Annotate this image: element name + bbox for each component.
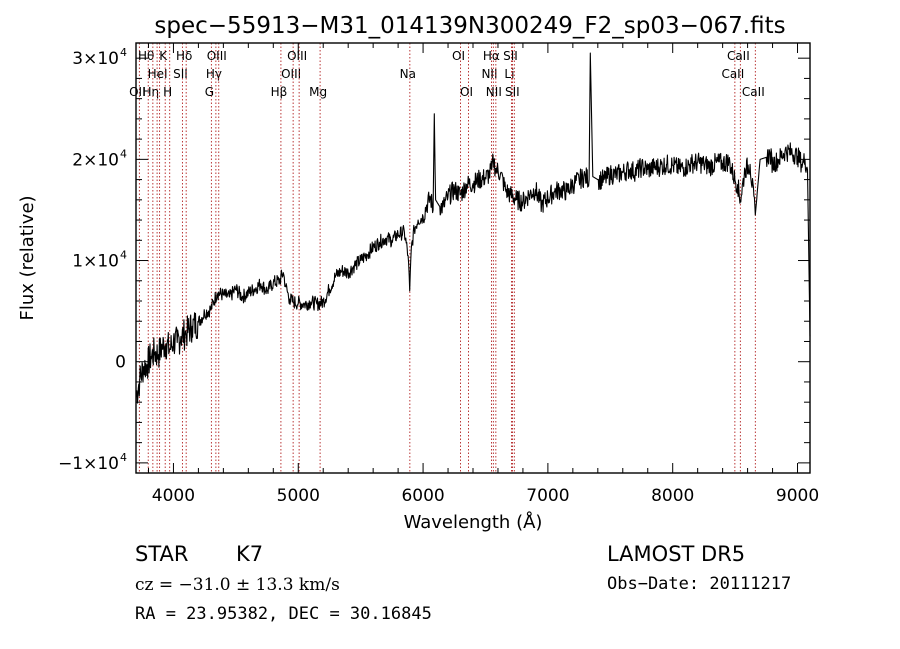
line-marker-label: CaII — [742, 85, 765, 99]
y-axis-label: Flux (relative) — [17, 195, 38, 320]
line-marker-label: OI — [452, 49, 465, 63]
line-marker-label: G — [205, 85, 214, 99]
y-tick-label-base: 3×10 — [72, 49, 119, 69]
y-tick-label: 1×10 — [72, 252, 119, 272]
line-marker-label: Hη — [143, 85, 160, 99]
line-marker-label: SII — [503, 49, 518, 63]
line-marker-label: OI — [460, 85, 473, 99]
plot-frame — [135, 42, 811, 474]
x-axis-label: Wavelength (Å) — [404, 511, 543, 533]
line-marker-label: K — [159, 49, 168, 63]
x-tick-label: 5000 — [277, 486, 320, 506]
spectral-line-markers: OIIHθHηHeIKHSIIHδGHγOIIIHβOIIIOIIIMgNaOI… — [129, 43, 765, 473]
y-tick-label-base: 0 — [115, 353, 126, 373]
y-tick-exponent: 4 — [120, 249, 127, 262]
line-marker-label: SII — [505, 85, 520, 99]
y-tick-label-base: 1×10 — [72, 252, 119, 272]
line-marker-label: Li — [504, 67, 514, 81]
line-marker-label: OII — [129, 85, 146, 99]
y-tick-label: 3×10 — [72, 49, 119, 69]
line-marker-label: Hδ — [176, 49, 192, 63]
line-marker-label: OIII — [287, 49, 307, 63]
line-marker-label: HeI — [148, 67, 168, 81]
redshift-velocity: cz = −31.0 ± 13.3 km/s — [135, 575, 340, 595]
line-marker-label: H — [163, 85, 172, 99]
y-tick-exponent: 4 — [120, 46, 127, 59]
observation-date: Obs−Date: 20111217 — [607, 574, 791, 594]
object-subclass: K7 — [236, 542, 263, 566]
coordinates: RA = 23.95382, DEC = 30.16845 — [135, 604, 432, 624]
y-tick-label: 0 — [115, 353, 126, 373]
x-tick-label: 4000 — [152, 486, 195, 506]
chart-title: spec−55913−M31_014139N300249_F2_sp03−067… — [154, 13, 785, 39]
line-marker-label: NII — [486, 85, 502, 99]
y-tick-exponent: 4 — [120, 147, 127, 160]
x-tick-label: 7000 — [526, 486, 569, 506]
line-marker-label: NII — [481, 67, 497, 81]
object-class: STAR — [135, 542, 188, 566]
line-marker-label: Hγ — [206, 67, 222, 81]
y-tick-label: −1×10 — [58, 454, 119, 474]
line-marker-label: Hα — [483, 49, 500, 63]
line-marker-label: Hβ — [271, 85, 288, 99]
x-axis-ticks: 4000 5000 6000 7000 8000 9000 — [147, 43, 819, 506]
spectrum-series-line — [135, 52, 811, 404]
survey-name: LAMOST DR5 — [607, 542, 745, 566]
y-tick-label: 2×10 — [72, 150, 119, 170]
line-marker-label: CaII — [727, 49, 750, 63]
line-marker-label: Na — [400, 67, 416, 81]
x-tick-label: 8000 — [651, 486, 694, 506]
y-tick-label-base: 2×10 — [72, 150, 119, 170]
line-marker-label: Mg — [309, 85, 327, 99]
line-marker-label: Hθ — [138, 49, 154, 63]
x-tick-label: 6000 — [401, 486, 444, 506]
x-tick-label: 9000 — [776, 486, 819, 506]
y-tick-label-base: −1×10 — [58, 454, 119, 474]
line-marker-label: CaII — [721, 67, 744, 81]
y-axis-ticks: −1×10 401×10 42×10 43×10 4 — [58, 46, 810, 474]
line-marker-label: OIII — [207, 49, 227, 63]
y-tick-exponent: 4 — [120, 451, 127, 464]
line-marker-label: SII — [173, 67, 188, 81]
line-marker-label: OIII — [281, 67, 301, 81]
